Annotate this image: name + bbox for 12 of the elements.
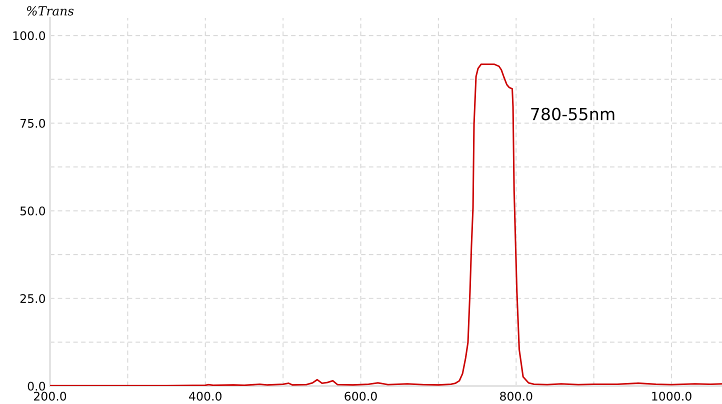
x-tick-label: 600.0 — [344, 392, 377, 401]
y-axis-title: %Trans — [27, 6, 74, 16]
annotation: 780-55nm — [531, 108, 614, 120]
y-tick-label: 100.0 — [13, 31, 46, 40]
y-tick-label: 75.0 — [20, 118, 46, 128]
x-tick-label: 1000.0 — [652, 392, 692, 401]
y-tick-label: 50.0 — [20, 206, 46, 216]
y-tick-label: 0.0 — [28, 382, 46, 391]
x-tick-label: 400.0 — [189, 392, 222, 401]
x-tick-label: 800.0 — [500, 392, 532, 401]
y-tick-label: 25.0 — [20, 294, 46, 304]
x-tick-label: 200.0 — [34, 392, 66, 401]
